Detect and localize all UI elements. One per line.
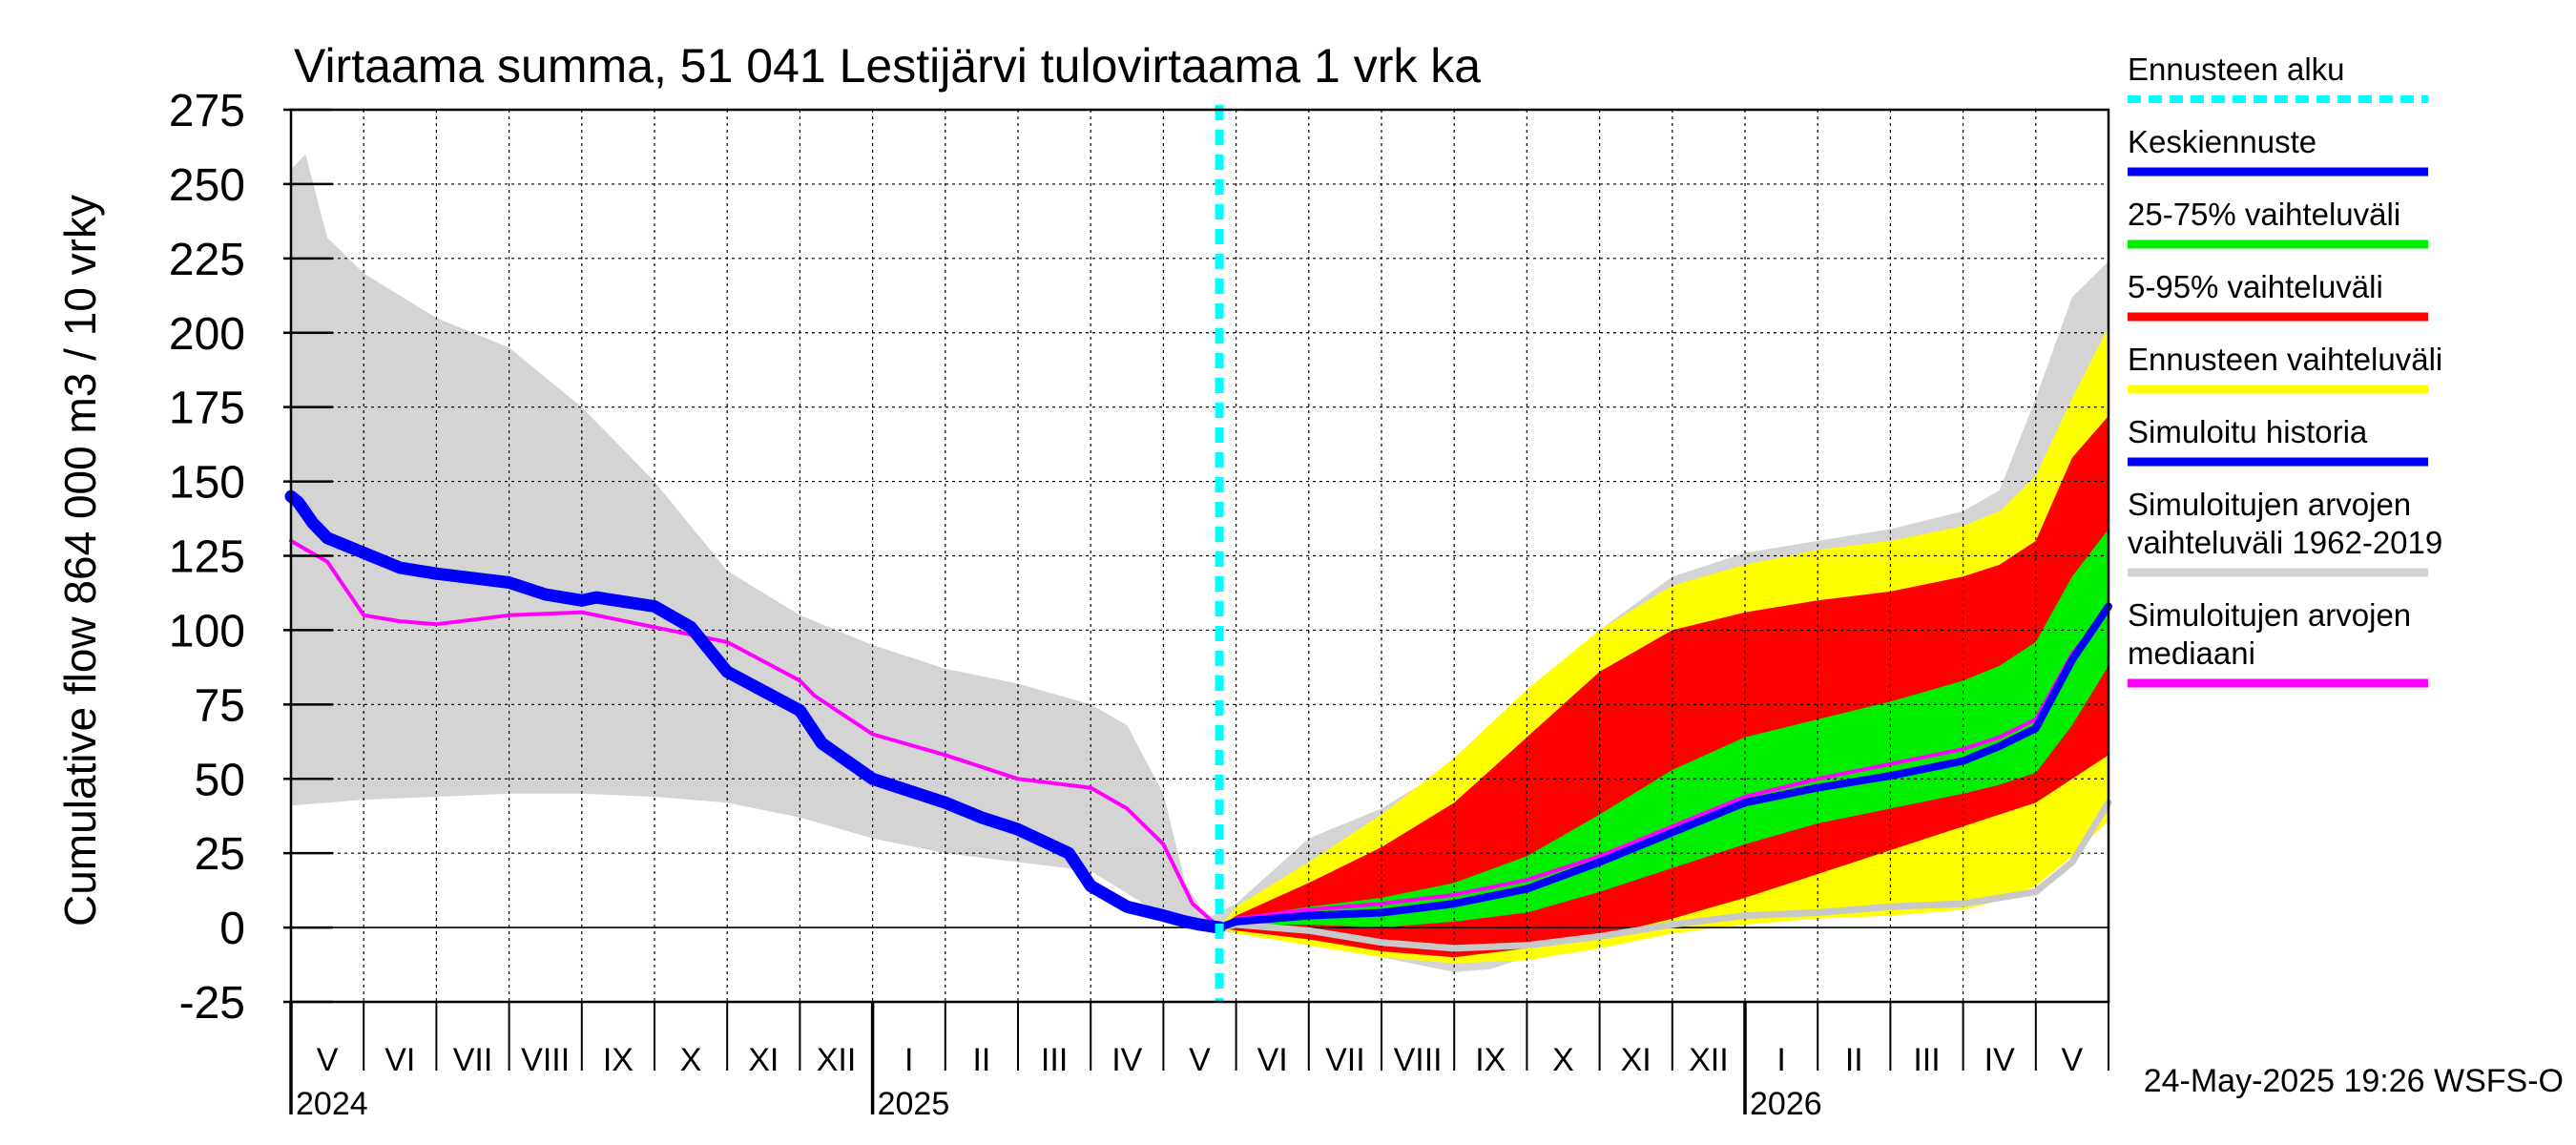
legend-label: Simuloitujen arvojen — [2128, 487, 2411, 522]
band-25-75 — [1219, 529, 2109, 928]
legend-label: Simuloitujen arvojen — [2128, 597, 2411, 633]
month-label: VIII — [1394, 1042, 1443, 1078]
month-label: XII — [817, 1042, 857, 1078]
legend-label: Simuloitu historia — [2128, 414, 2368, 449]
month-label: IX — [603, 1042, 634, 1078]
legend-label: Ennusteen vaihteluväli — [2128, 342, 2442, 377]
month-label: XI — [1621, 1042, 1652, 1078]
month-label: XI — [748, 1042, 779, 1078]
month-label: I — [904, 1042, 913, 1078]
sim-median-line — [289, 538, 2110, 930]
y-tick-label: 25 — [195, 829, 245, 880]
month-label: VI — [1257, 1042, 1288, 1078]
lines — [284, 105, 2112, 1002]
month-label: V — [1189, 1042, 1211, 1078]
bands — [291, 154, 2109, 972]
legend-label: Ennusteen alku — [2128, 52, 2345, 87]
legend-label: 25-75% vaihteluväli — [2128, 197, 2400, 232]
month-label: VI — [384, 1042, 415, 1078]
month-label: II — [972, 1042, 990, 1078]
y-tick-label: 225 — [169, 235, 245, 285]
month-label: V — [2062, 1042, 2084, 1078]
year-label: 2025 — [878, 1086, 950, 1122]
y-tick-label: 200 — [169, 309, 245, 360]
band-5-95 — [1219, 416, 2109, 958]
month-label: XII — [1689, 1042, 1729, 1078]
year-label: 2024 — [296, 1086, 368, 1122]
month-label: I — [1776, 1042, 1785, 1078]
y-tick-label: 75 — [195, 680, 245, 731]
month-label: VII — [453, 1042, 493, 1078]
x-ticks: V VI VII VIII IX X XI XII I II III IV V VI VII VIII IX X X… — [289, 1002, 2109, 1122]
month-label: VIII — [521, 1042, 570, 1078]
y-ticks: -25 0 25 50 75 100 125 150 175 200 225 250 275 — [169, 86, 333, 1029]
month-label: V — [317, 1042, 339, 1078]
legend-label: vaihteluväli 1962-2019 — [2128, 525, 2442, 560]
month-label: II — [1845, 1042, 1863, 1078]
mean-forecast-line — [1215, 602, 2112, 932]
simulated-history-line — [284, 489, 1226, 934]
y-tick-label: -25 — [179, 978, 245, 1029]
timestamp: 24-May-2025 19:26 WSFS-O — [2144, 1063, 2564, 1099]
y-tick-label: 50 — [195, 755, 245, 805]
legend-label: Keskiennuste — [2128, 124, 2316, 159]
month-label: X — [680, 1042, 702, 1078]
month-label: VII — [1325, 1042, 1365, 1078]
y-axis-label: Cumulative flow 864 000 m3 / 10 vrky — [55, 195, 105, 926]
sim-range-inner-line — [1215, 799, 2112, 952]
month-label: X — [1552, 1042, 1574, 1078]
y-tick-label: 175 — [169, 384, 245, 434]
legend: Ennusteen alku Keskiennuste 25-75% vaihtel… — [2128, 52, 2442, 688]
month-label: IX — [1475, 1042, 1506, 1078]
grid — [291, 110, 2109, 1002]
y-tick-label: 125 — [169, 532, 245, 583]
month-label: III — [1041, 1042, 1068, 1078]
chart-title: Virtaama summa, 51 041 Lestijärvi tulovi… — [294, 39, 1481, 93]
month-label: IV — [1111, 1042, 1142, 1078]
legend-label: mediaani — [2128, 635, 2255, 671]
month-label: III — [1913, 1042, 1940, 1078]
legend-label: 5-95% vaihteluväli — [2128, 269, 2383, 304]
y-tick-label: 0 — [219, 904, 245, 954]
year-label: 2026 — [1750, 1086, 1822, 1122]
month-label: IV — [1984, 1042, 2015, 1078]
y-tick-label: 150 — [169, 458, 245, 509]
y-tick-label: 100 — [169, 606, 245, 656]
y-tick-label: 250 — [169, 160, 245, 211]
y-tick-label: 275 — [169, 86, 245, 136]
